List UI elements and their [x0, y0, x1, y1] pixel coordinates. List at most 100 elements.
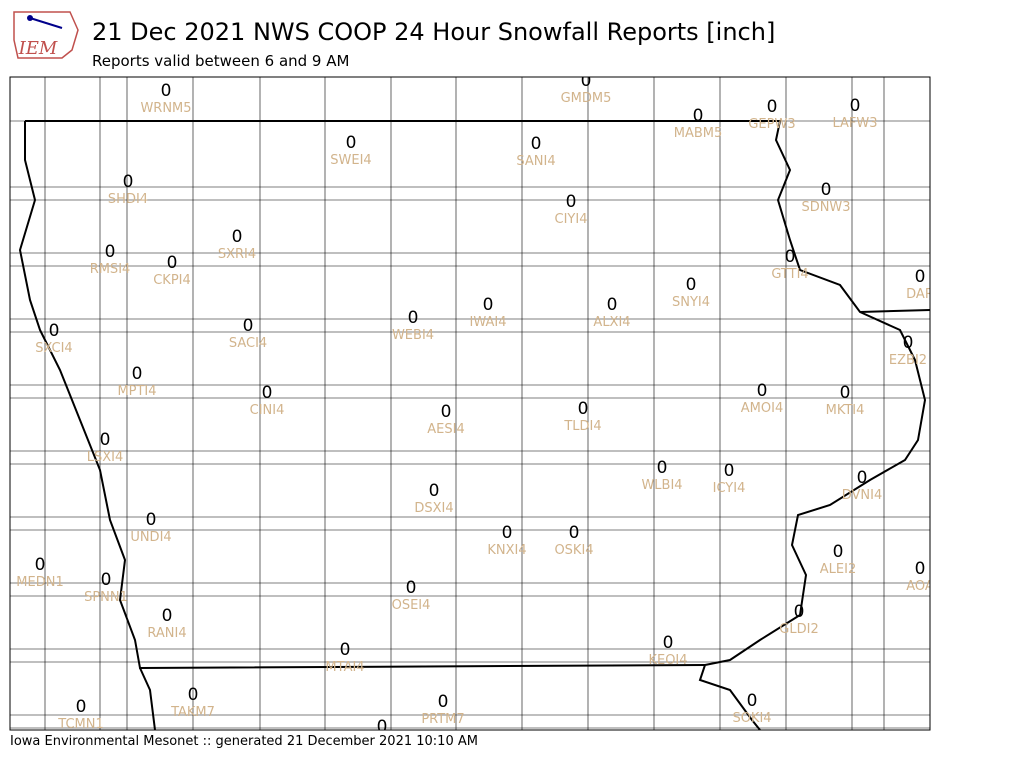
- station-id: IWAI4: [470, 315, 507, 330]
- station-value: 0: [767, 97, 778, 117]
- station-id: ICYI4: [713, 481, 746, 496]
- station-id: GLDI2: [779, 622, 818, 637]
- station-value: 0: [429, 481, 440, 501]
- station: 0: [377, 717, 388, 737]
- station-id: WLBI4: [641, 478, 682, 493]
- station-id: DSXI4: [414, 501, 453, 516]
- station-value: 0: [724, 461, 735, 481]
- station-value: 0: [100, 430, 111, 450]
- station-value: 0: [840, 383, 851, 403]
- station-value: 0: [132, 364, 143, 384]
- station-id: AMOI4: [741, 401, 783, 416]
- station-id: SWEI4: [330, 153, 371, 168]
- station-value: 0: [833, 542, 844, 562]
- station-value: 0: [915, 559, 926, 579]
- station-value: 0: [502, 523, 513, 543]
- station-id: OSKI4: [554, 543, 593, 558]
- map-frame: [9, 76, 931, 731]
- station-value: 0: [105, 242, 116, 262]
- station-value: 0: [757, 381, 768, 401]
- station-value: 0: [232, 227, 243, 247]
- station-value: 0: [531, 134, 542, 154]
- station-id: KNXI4: [487, 543, 526, 558]
- station-id: SANI4: [516, 154, 555, 169]
- station-id: KEOI4: [648, 653, 687, 668]
- station-id: SXCI4: [35, 341, 72, 356]
- station-value: 0: [243, 316, 254, 336]
- logo: IEM: [13, 11, 79, 59]
- station-id: DVNI4: [842, 488, 883, 503]
- station-value: 0: [581, 71, 592, 91]
- station-id: GEPW3: [748, 117, 795, 132]
- subtitle: Reports valid between 6 and 9 AM: [92, 52, 349, 70]
- station-id: RMSI4: [90, 262, 131, 277]
- station-value: 0: [101, 570, 112, 590]
- station-id: MPTI4: [117, 384, 156, 399]
- station-value: 0: [161, 81, 172, 101]
- station-id: TLDI4: [563, 419, 601, 434]
- station-value: 0: [49, 321, 60, 341]
- station-value: 0: [146, 510, 157, 530]
- station-id: MEDN1: [16, 575, 63, 590]
- station-value: 0: [657, 458, 668, 478]
- map: 0WRNM50GMDM50MABM50GEPW30LAFW30SWEI40SAN…: [10, 71, 930, 737]
- station-value: 0: [857, 468, 868, 488]
- station-id: CIYI4: [555, 212, 588, 227]
- footer: Iowa Environmental Mesonet :: generated …: [10, 734, 478, 749]
- station-value: 0: [915, 267, 926, 287]
- station-value: 0: [483, 295, 494, 315]
- station-id: TCMN1: [57, 717, 103, 732]
- station-value: 0: [569, 523, 580, 543]
- station-value: 0: [408, 308, 419, 328]
- station-value: 0: [35, 555, 46, 575]
- station-id: GTTI4: [771, 267, 808, 282]
- station-id: RANI4: [147, 626, 186, 641]
- station-value: 0: [377, 717, 388, 737]
- station-value: 0: [406, 578, 417, 598]
- station-value: 0: [747, 691, 758, 711]
- station-value: 0: [340, 640, 351, 660]
- station-id: UNDI4: [130, 530, 171, 545]
- station-value: 0: [438, 692, 449, 712]
- station-value: 0: [663, 633, 674, 653]
- station-value: 0: [578, 399, 589, 419]
- station-value: 0: [821, 180, 832, 200]
- station-value: 0: [607, 295, 618, 315]
- station-id: MABM5: [674, 126, 723, 141]
- station-id: EZBI2: [889, 353, 927, 368]
- station-value: 0: [262, 383, 273, 403]
- station-id: SPNN1: [84, 590, 128, 605]
- station-id: SDNW3: [801, 200, 850, 215]
